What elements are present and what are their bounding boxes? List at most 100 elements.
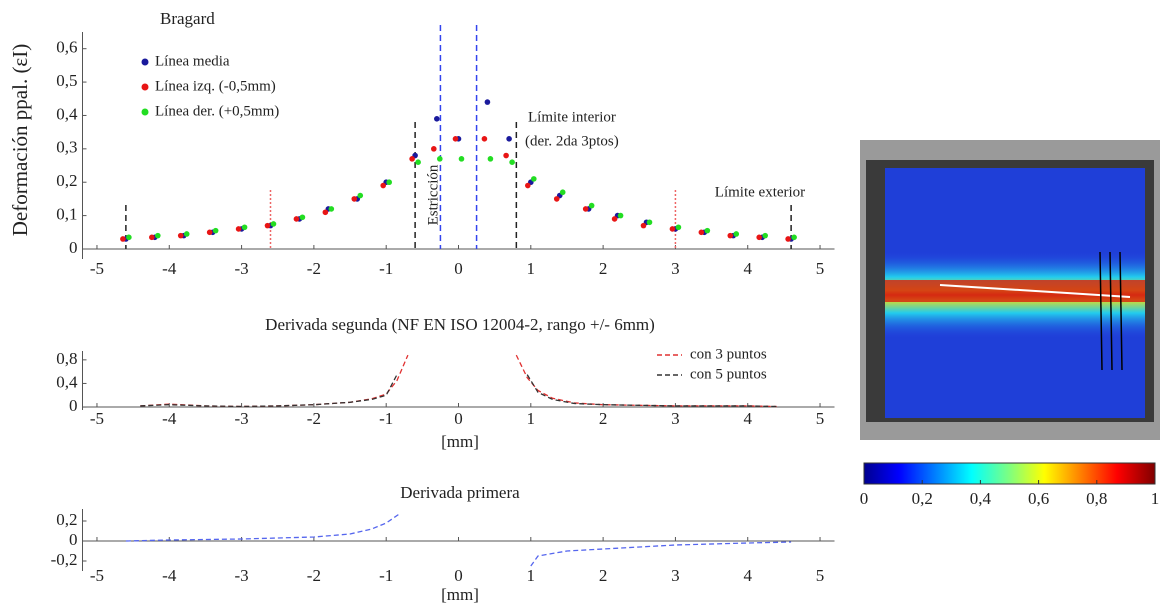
x-tick-label: -3 (234, 259, 248, 278)
y-tick-label: 0,1 (56, 205, 77, 224)
x-tick-label: -4 (162, 409, 177, 428)
x-tick-label: 4 (743, 566, 752, 585)
data-point (264, 222, 271, 229)
x-tick-label: 0 (454, 259, 463, 278)
data-line (140, 354, 777, 408)
data-point (791, 234, 797, 241)
x-tick-label: -1 (379, 259, 393, 278)
data-point (646, 219, 653, 226)
legend-label: con 5 puntos (690, 366, 767, 382)
data-point (531, 176, 537, 182)
specimen-image (860, 140, 1160, 440)
data-point (487, 156, 494, 162)
data-point (525, 182, 531, 189)
data-point (386, 179, 392, 186)
x-tick-label: -5 (90, 566, 104, 585)
x-tick-label: 1 (527, 259, 536, 278)
x-tick-label: -3 (234, 566, 248, 585)
y-tick-label: 0,6 (56, 38, 77, 57)
data-point (733, 231, 740, 237)
data-point (704, 227, 711, 234)
chart-title: Bragard (160, 9, 215, 28)
data-point (785, 236, 791, 242)
y-tick-label: 0,8 (56, 349, 77, 368)
colorbar-tick-label: 0,4 (970, 489, 992, 508)
data-point (553, 196, 560, 202)
annotation: Límite interior (528, 109, 616, 125)
x-tick-label: 1 (527, 409, 536, 428)
x-tick-label: 3 (671, 566, 680, 585)
x-tick-label: 3 (671, 259, 680, 278)
chart-title: Derivada primera (400, 483, 520, 502)
x-tick-label: 1 (527, 566, 536, 585)
data-point (357, 192, 364, 199)
data-point (409, 156, 415, 162)
x-tick-label: -5 (90, 409, 104, 428)
colorbar-tick-label: 1 (1151, 489, 1160, 508)
y-tick-label: -0,2 (51, 550, 78, 569)
x-tick-label: -1 (379, 409, 393, 428)
x-tick-label: 2 (599, 409, 608, 428)
colorbar-tick-label: 0,6 (1028, 489, 1049, 508)
data-point (452, 136, 459, 142)
x-tick-label: 0 (454, 409, 463, 428)
data-point (270, 221, 277, 227)
colorbar-tick-label: 0,2 (912, 489, 933, 508)
x-tick-label: 2 (599, 566, 608, 585)
data-point (149, 234, 155, 241)
colorbar-tick-label: 0,8 (1086, 489, 1107, 508)
data-point (126, 234, 132, 241)
x-tick-label: -1 (379, 566, 393, 585)
x-tick-label: -2 (307, 259, 321, 278)
data-point (380, 182, 386, 189)
data-point (669, 226, 676, 232)
data-point (503, 152, 509, 159)
x-tick-label: 3 (671, 409, 680, 428)
colorbar (863, 462, 1156, 485)
data-point (177, 232, 184, 239)
data-point (183, 231, 190, 237)
x-tick-label: 4 (743, 409, 752, 428)
data-point (206, 229, 213, 236)
data-point (559, 189, 566, 196)
data-point (299, 214, 306, 221)
legend-marker (141, 83, 149, 91)
data-point (756, 234, 762, 241)
y-tick-label: 0,5 (56, 71, 77, 90)
annotation: (der. 2da 3ptos) (525, 133, 619, 149)
y-axis-label: Deformación ppal. (εI) (8, 44, 32, 237)
x-tick-label: 5 (816, 259, 825, 278)
legend-marker (141, 108, 149, 116)
y-tick-label: 0,4 (56, 372, 78, 391)
data-point (509, 159, 515, 165)
data-point (611, 216, 618, 222)
x-tick-label: 5 (816, 409, 825, 428)
x-tick-label: -4 (162, 259, 177, 278)
data-point (484, 99, 491, 105)
data-point (582, 206, 589, 212)
annotation: Estricción (425, 164, 441, 225)
annotation: Límite exterior (715, 184, 805, 200)
colorbar-tick-label: 0 (860, 489, 869, 508)
legend-label: Línea izq. (-0,5mm) (155, 78, 276, 94)
chart-title: Derivada segunda (NF EN ISO 12004-2, ran… (265, 315, 655, 334)
data-line (125, 512, 792, 567)
legend-label: Línea der. (+0,5mm) (155, 103, 279, 119)
x-tick-label: 2 (599, 259, 608, 278)
y-tick-label: 0,2 (56, 510, 77, 529)
data-point (434, 115, 440, 122)
legend-marker (141, 58, 149, 66)
data-point (727, 232, 734, 239)
data-point (415, 159, 421, 165)
y-tick-label: 0,2 (56, 171, 77, 190)
data-point (640, 222, 647, 229)
data-point (351, 196, 358, 202)
data-point (458, 156, 465, 162)
x-axis-label: [mm] (441, 585, 479, 604)
data-point (431, 146, 437, 152)
x-tick-label: -2 (307, 566, 321, 585)
x-tick-label: 5 (816, 566, 825, 585)
data-point (481, 136, 488, 142)
data-point (235, 226, 242, 232)
